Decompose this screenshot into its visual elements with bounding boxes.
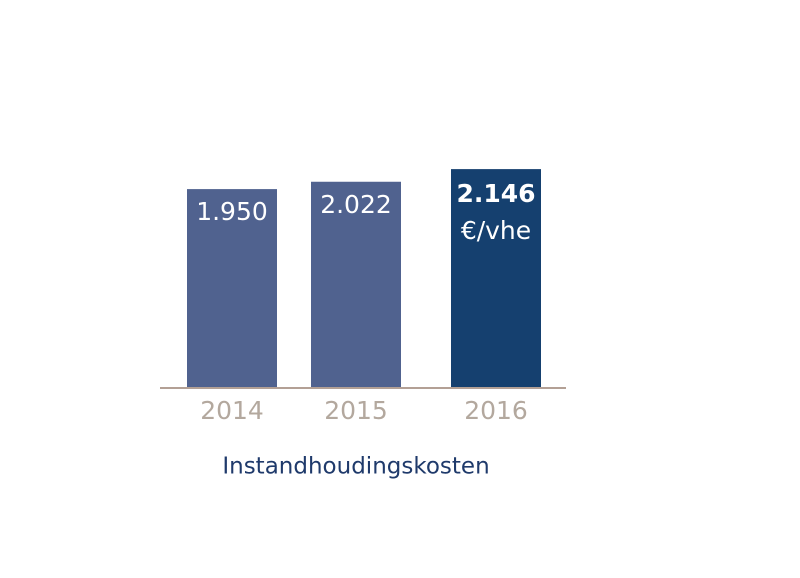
bar xyxy=(451,169,541,388)
x-tick-label: 2014 xyxy=(200,396,264,425)
value-label: 2.022 xyxy=(320,190,392,219)
bar xyxy=(187,189,277,388)
bar xyxy=(311,181,401,388)
x-tick-label: 2016 xyxy=(464,396,528,425)
value-label: 2.146 xyxy=(456,179,535,208)
x-tick-label: 2015 xyxy=(324,396,388,425)
unit-annotation: €/vhe xyxy=(461,216,531,245)
chart-title: Instandhoudingskosten xyxy=(222,454,489,480)
value-label: 1.950 xyxy=(196,197,268,226)
